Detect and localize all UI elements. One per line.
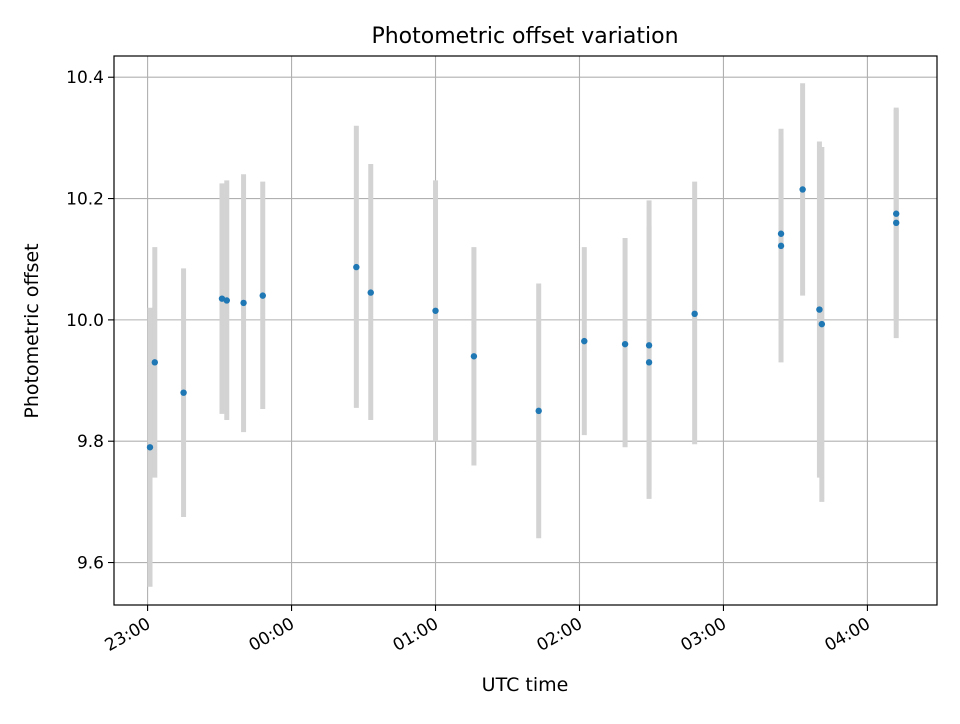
data-point — [180, 389, 187, 396]
y-tick-label: 10.4 — [66, 68, 104, 88]
data-point — [893, 210, 900, 217]
chart-title: Photometric offset variation — [371, 24, 678, 49]
data-point — [621, 340, 629, 348]
y-axis-label: Photometric offset — [21, 243, 43, 418]
data-point — [691, 310, 698, 318]
data-point — [581, 337, 588, 345]
data-point — [777, 230, 785, 237]
data-point — [367, 289, 374, 296]
data-point — [799, 186, 806, 193]
data-point — [818, 320, 826, 328]
y-axis-ticks: 9.6 9.8 10.0 10.2 10.4 — [66, 68, 114, 574]
y-tick-label: 9.6 — [77, 554, 104, 574]
data-point — [240, 299, 247, 307]
data-point — [353, 263, 360, 271]
y-tick-label: 10.0 — [66, 311, 104, 331]
grid — [114, 56, 937, 605]
plot-frame — [113, 55, 938, 606]
data-point — [470, 353, 478, 360]
data-point — [151, 359, 158, 366]
data-point — [893, 219, 900, 227]
y-tick-label: 9.8 — [77, 432, 104, 452]
data-point — [816, 306, 823, 313]
data-point — [146, 444, 154, 451]
data-point — [645, 342, 653, 349]
x-axis-label: UTC time — [482, 674, 569, 696]
data-points — [146, 186, 900, 451]
y-tick-label: 10.2 — [66, 190, 104, 210]
data-point — [223, 297, 230, 304]
data-point — [645, 359, 653, 366]
data-point — [777, 242, 785, 250]
data-point — [432, 307, 439, 314]
data-point — [535, 407, 542, 415]
data-point — [259, 292, 266, 299]
data-point — [218, 295, 226, 302]
